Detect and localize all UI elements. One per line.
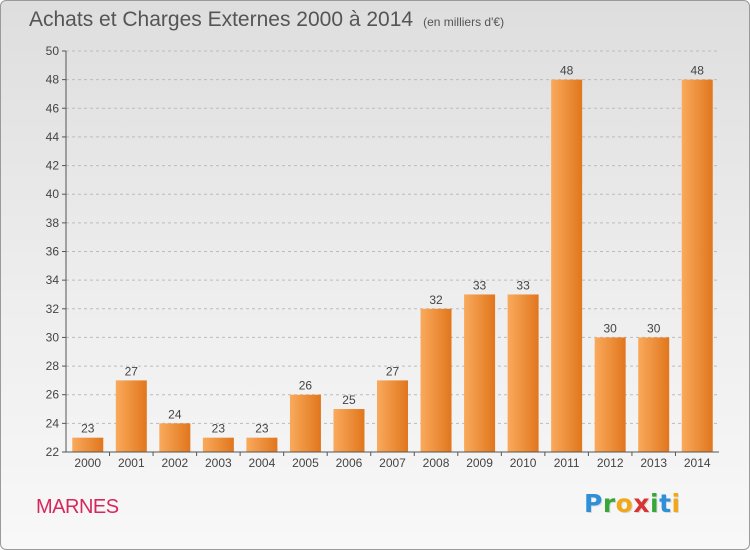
data-label: 24 [168,407,182,421]
x-tick-label: 2004 [249,456,276,470]
logo-letter: i [671,489,681,518]
data-label: 27 [125,364,139,378]
proxiti-logo[interactable]: Proxiti [584,489,681,518]
bar-2014 [681,79,713,453]
chart-title-main: Achats et Charges Externes 2000 à 2014 [29,8,414,31]
y-tick-label: 44 [46,130,60,144]
bar-2010 [507,294,539,452]
y-tick-label: 50 [46,44,60,58]
chart-title: Achats et Charges Externes 2000 à 2014 (e… [29,8,504,32]
x-tick-label: 2006 [336,456,363,470]
x-tick-label: 2013 [640,456,667,470]
y-tick-label: 22 [46,445,60,459]
x-tick-label: 2011 [554,456,580,470]
bar-2004 [246,437,278,452]
y-tick-label: 32 [46,302,60,316]
data-label: 30 [647,321,661,335]
y-axis: 22 24 26 28 30 32 34 36 38 40 42 44 46 48 50 [46,44,67,459]
x-axis: 2000 2001 2002 2003 2004 2005 2006 2007 2008 2009… [66,451,719,470]
x-tick-label: 2009 [466,456,493,470]
y-tick-label: 40 [46,187,60,201]
bar-2006 [333,409,365,452]
data-label: 27 [386,364,400,378]
y-tick-label: 46 [46,101,60,115]
bar-2005 [289,394,321,452]
y-tick-label: 42 [46,159,60,173]
y-tick-label: 30 [46,330,60,344]
x-tick-label: 2003 [205,456,232,470]
x-tick-label: 2010 [510,456,537,470]
data-label: 48 [691,64,705,78]
data-label: 33 [516,278,530,292]
data-label: 32 [429,293,443,307]
logo-letter: r [602,489,616,518]
bar-2009 [464,294,496,452]
bars [72,79,713,453]
x-tick-label: 2014 [684,456,711,470]
bar-2012 [594,337,626,452]
x-tick-label: 2002 [161,456,188,470]
bar-2002 [159,423,191,452]
data-label: 23 [212,422,226,436]
data-label: 33 [473,278,487,292]
commune-name: MARNES [36,496,119,518]
bar-2011 [551,79,583,453]
x-tick-label: 2000 [74,456,101,470]
y-tick-label: 34 [46,273,60,287]
bar-2007 [377,380,408,452]
y-tick-label: 38 [46,216,60,230]
bar-2001 [115,380,147,452]
x-tick-label: 2005 [292,456,319,470]
data-labels: 23 27 24 23 23 26 25 27 32 33 33 48 30 30 48 [81,64,704,436]
logo-letter: o [615,489,634,518]
logo-letter: t [659,489,672,518]
bar-2003 [202,437,234,452]
bar-2008 [420,308,452,452]
x-tick-label: 2007 [379,456,406,470]
data-label: 30 [603,321,617,335]
x-tick-label: 2001 [118,456,145,470]
x-tick-label: 2008 [423,456,450,470]
chart-title-unit: (en milliers d'€) [423,15,505,29]
data-label: 25 [342,393,356,407]
logo-letter: i [650,489,660,518]
y-tick-label: 48 [46,73,60,87]
y-tick-label: 36 [46,245,60,259]
data-label: 23 [81,422,95,436]
y-tick-label: 24 [46,416,60,430]
logo-letter: x [633,489,650,518]
bar-2000 [72,437,104,452]
data-label: 26 [299,379,313,393]
data-label: 23 [255,422,269,436]
data-label: 48 [560,64,574,78]
logo-letter: P [584,489,603,518]
x-tick-label: 2012 [597,456,624,470]
bar-2013 [638,337,670,452]
y-tick-label: 28 [46,359,60,373]
y-tick-label: 26 [46,388,60,402]
